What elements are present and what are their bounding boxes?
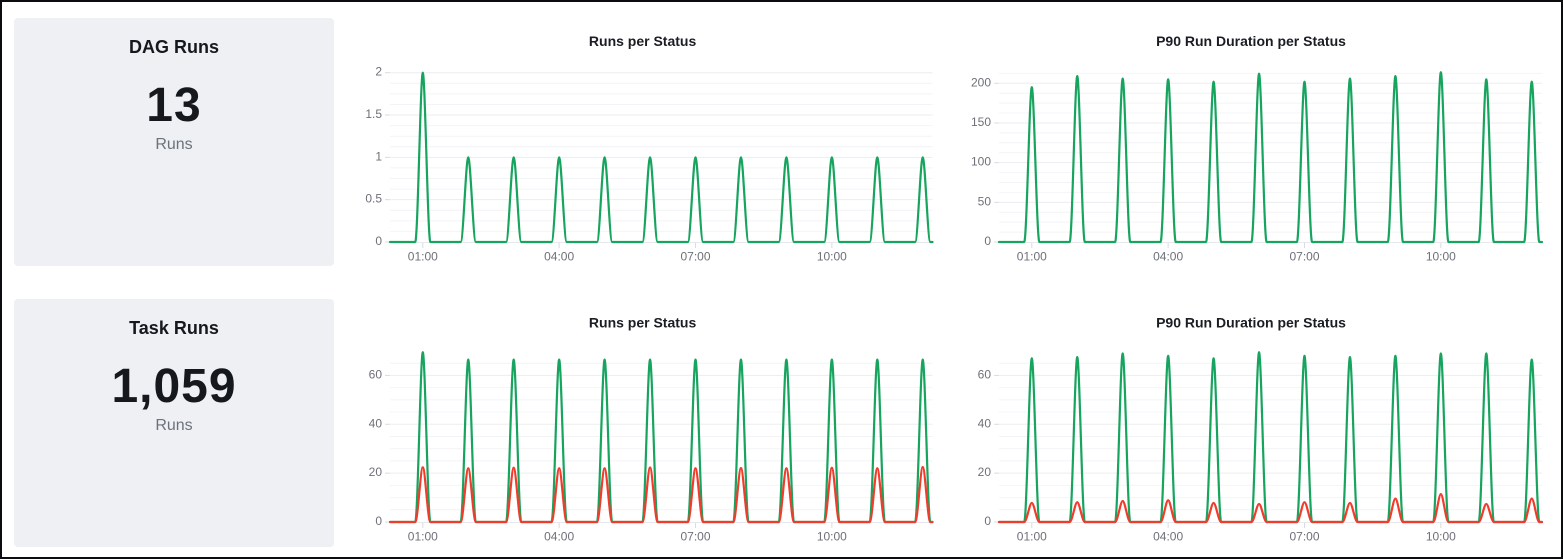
svg-text:10:00: 10:00 (817, 530, 847, 544)
svg-text:60: 60 (369, 367, 383, 381)
svg-text:01:00: 01:00 (408, 250, 438, 264)
svg-text:20: 20 (369, 465, 383, 479)
svg-text:0: 0 (984, 234, 991, 248)
svg-text:P90 Run Duration per Status: P90 Run Duration per Status (1156, 33, 1346, 49)
svg-text:0: 0 (984, 514, 991, 528)
svg-text:Runs per Status: Runs per Status (589, 314, 697, 330)
svg-text:20: 20 (978, 465, 992, 479)
svg-text:04:00: 04:00 (544, 250, 574, 264)
svg-text:10:00: 10:00 (817, 250, 847, 264)
svg-text:07:00: 07:00 (680, 250, 710, 264)
svg-text:01:00: 01:00 (1017, 250, 1047, 264)
svg-text:01:00: 01:00 (408, 530, 438, 544)
svg-text:200: 200 (971, 75, 991, 89)
svg-text:P90 Run Duration per Status: P90 Run Duration per Status (1156, 314, 1346, 330)
svg-text:07:00: 07:00 (680, 530, 710, 544)
svg-text:07:00: 07:00 (1289, 530, 1319, 544)
svg-text:04:00: 04:00 (1153, 250, 1183, 264)
svg-text:40: 40 (978, 416, 992, 430)
svg-text:150: 150 (971, 115, 991, 129)
svg-text:1: 1 (375, 149, 382, 163)
svg-text:1.5: 1.5 (365, 107, 382, 121)
svg-text:60: 60 (978, 367, 992, 381)
svg-text:0: 0 (375, 234, 382, 248)
svg-text:01:00: 01:00 (1017, 530, 1047, 544)
svg-text:0.5: 0.5 (365, 192, 382, 206)
svg-text:10:00: 10:00 (1426, 530, 1456, 544)
svg-text:100: 100 (971, 155, 991, 169)
svg-text:04:00: 04:00 (1153, 530, 1183, 544)
svg-text:10:00: 10:00 (1426, 250, 1456, 264)
svg-text:07:00: 07:00 (1289, 250, 1319, 264)
svg-text:50: 50 (978, 194, 992, 208)
svg-text:Runs per Status: Runs per Status (589, 33, 697, 49)
svg-text:2: 2 (375, 65, 382, 79)
svg-text:40: 40 (369, 416, 383, 430)
svg-text:0: 0 (375, 514, 382, 528)
svg-text:04:00: 04:00 (544, 530, 574, 544)
